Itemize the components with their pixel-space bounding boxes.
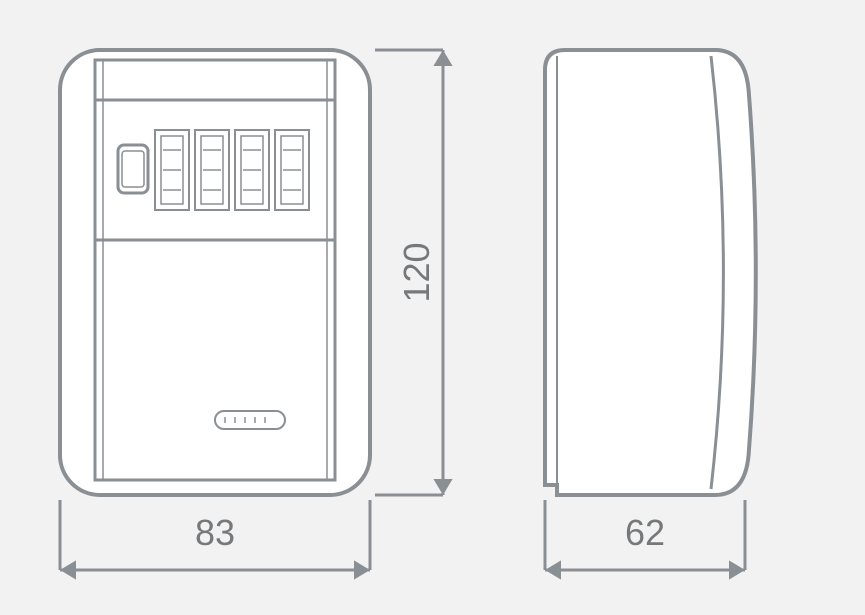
- combination-dial: [235, 130, 269, 210]
- combination-dial: [155, 130, 189, 210]
- combination-dial: [275, 130, 309, 210]
- technical-drawing: 83 62 120: [0, 0, 865, 615]
- dimension-depth: 62: [625, 512, 665, 553]
- side-view: [545, 50, 756, 495]
- combination-dial: [195, 130, 229, 210]
- dimension-height: 120: [396, 242, 437, 302]
- front-view: [60, 50, 370, 495]
- dimension-width: 83: [195, 512, 235, 553]
